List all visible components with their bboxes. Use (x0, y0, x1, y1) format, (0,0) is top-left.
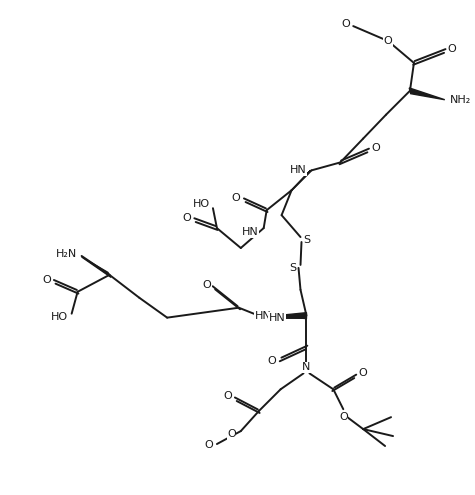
Text: O: O (42, 275, 51, 285)
Text: O: O (448, 44, 456, 54)
Text: HN: HN (255, 311, 272, 321)
Text: HN: HN (290, 165, 306, 175)
Text: O: O (342, 19, 350, 29)
Text: N: N (302, 362, 311, 372)
Text: S: S (304, 235, 311, 245)
Text: O: O (223, 391, 232, 401)
Text: NH₂: NH₂ (450, 95, 471, 105)
Text: O: O (358, 368, 367, 378)
Polygon shape (409, 88, 445, 99)
Text: O: O (227, 429, 236, 439)
Text: HN: HN (242, 227, 259, 237)
Text: O: O (384, 36, 392, 46)
Text: O: O (231, 193, 240, 203)
Text: O: O (339, 412, 348, 422)
Text: HO: HO (50, 312, 67, 322)
Text: O: O (371, 144, 380, 153)
Text: HO: HO (193, 199, 210, 209)
Text: S: S (289, 263, 296, 273)
Polygon shape (276, 313, 306, 319)
Polygon shape (289, 170, 311, 193)
Text: O: O (204, 440, 213, 450)
Text: H₂N: H₂N (57, 249, 77, 259)
Text: HN: HN (269, 313, 285, 323)
Text: O: O (202, 280, 211, 290)
Text: O: O (268, 356, 276, 366)
Polygon shape (82, 257, 111, 277)
Text: O: O (182, 213, 191, 223)
